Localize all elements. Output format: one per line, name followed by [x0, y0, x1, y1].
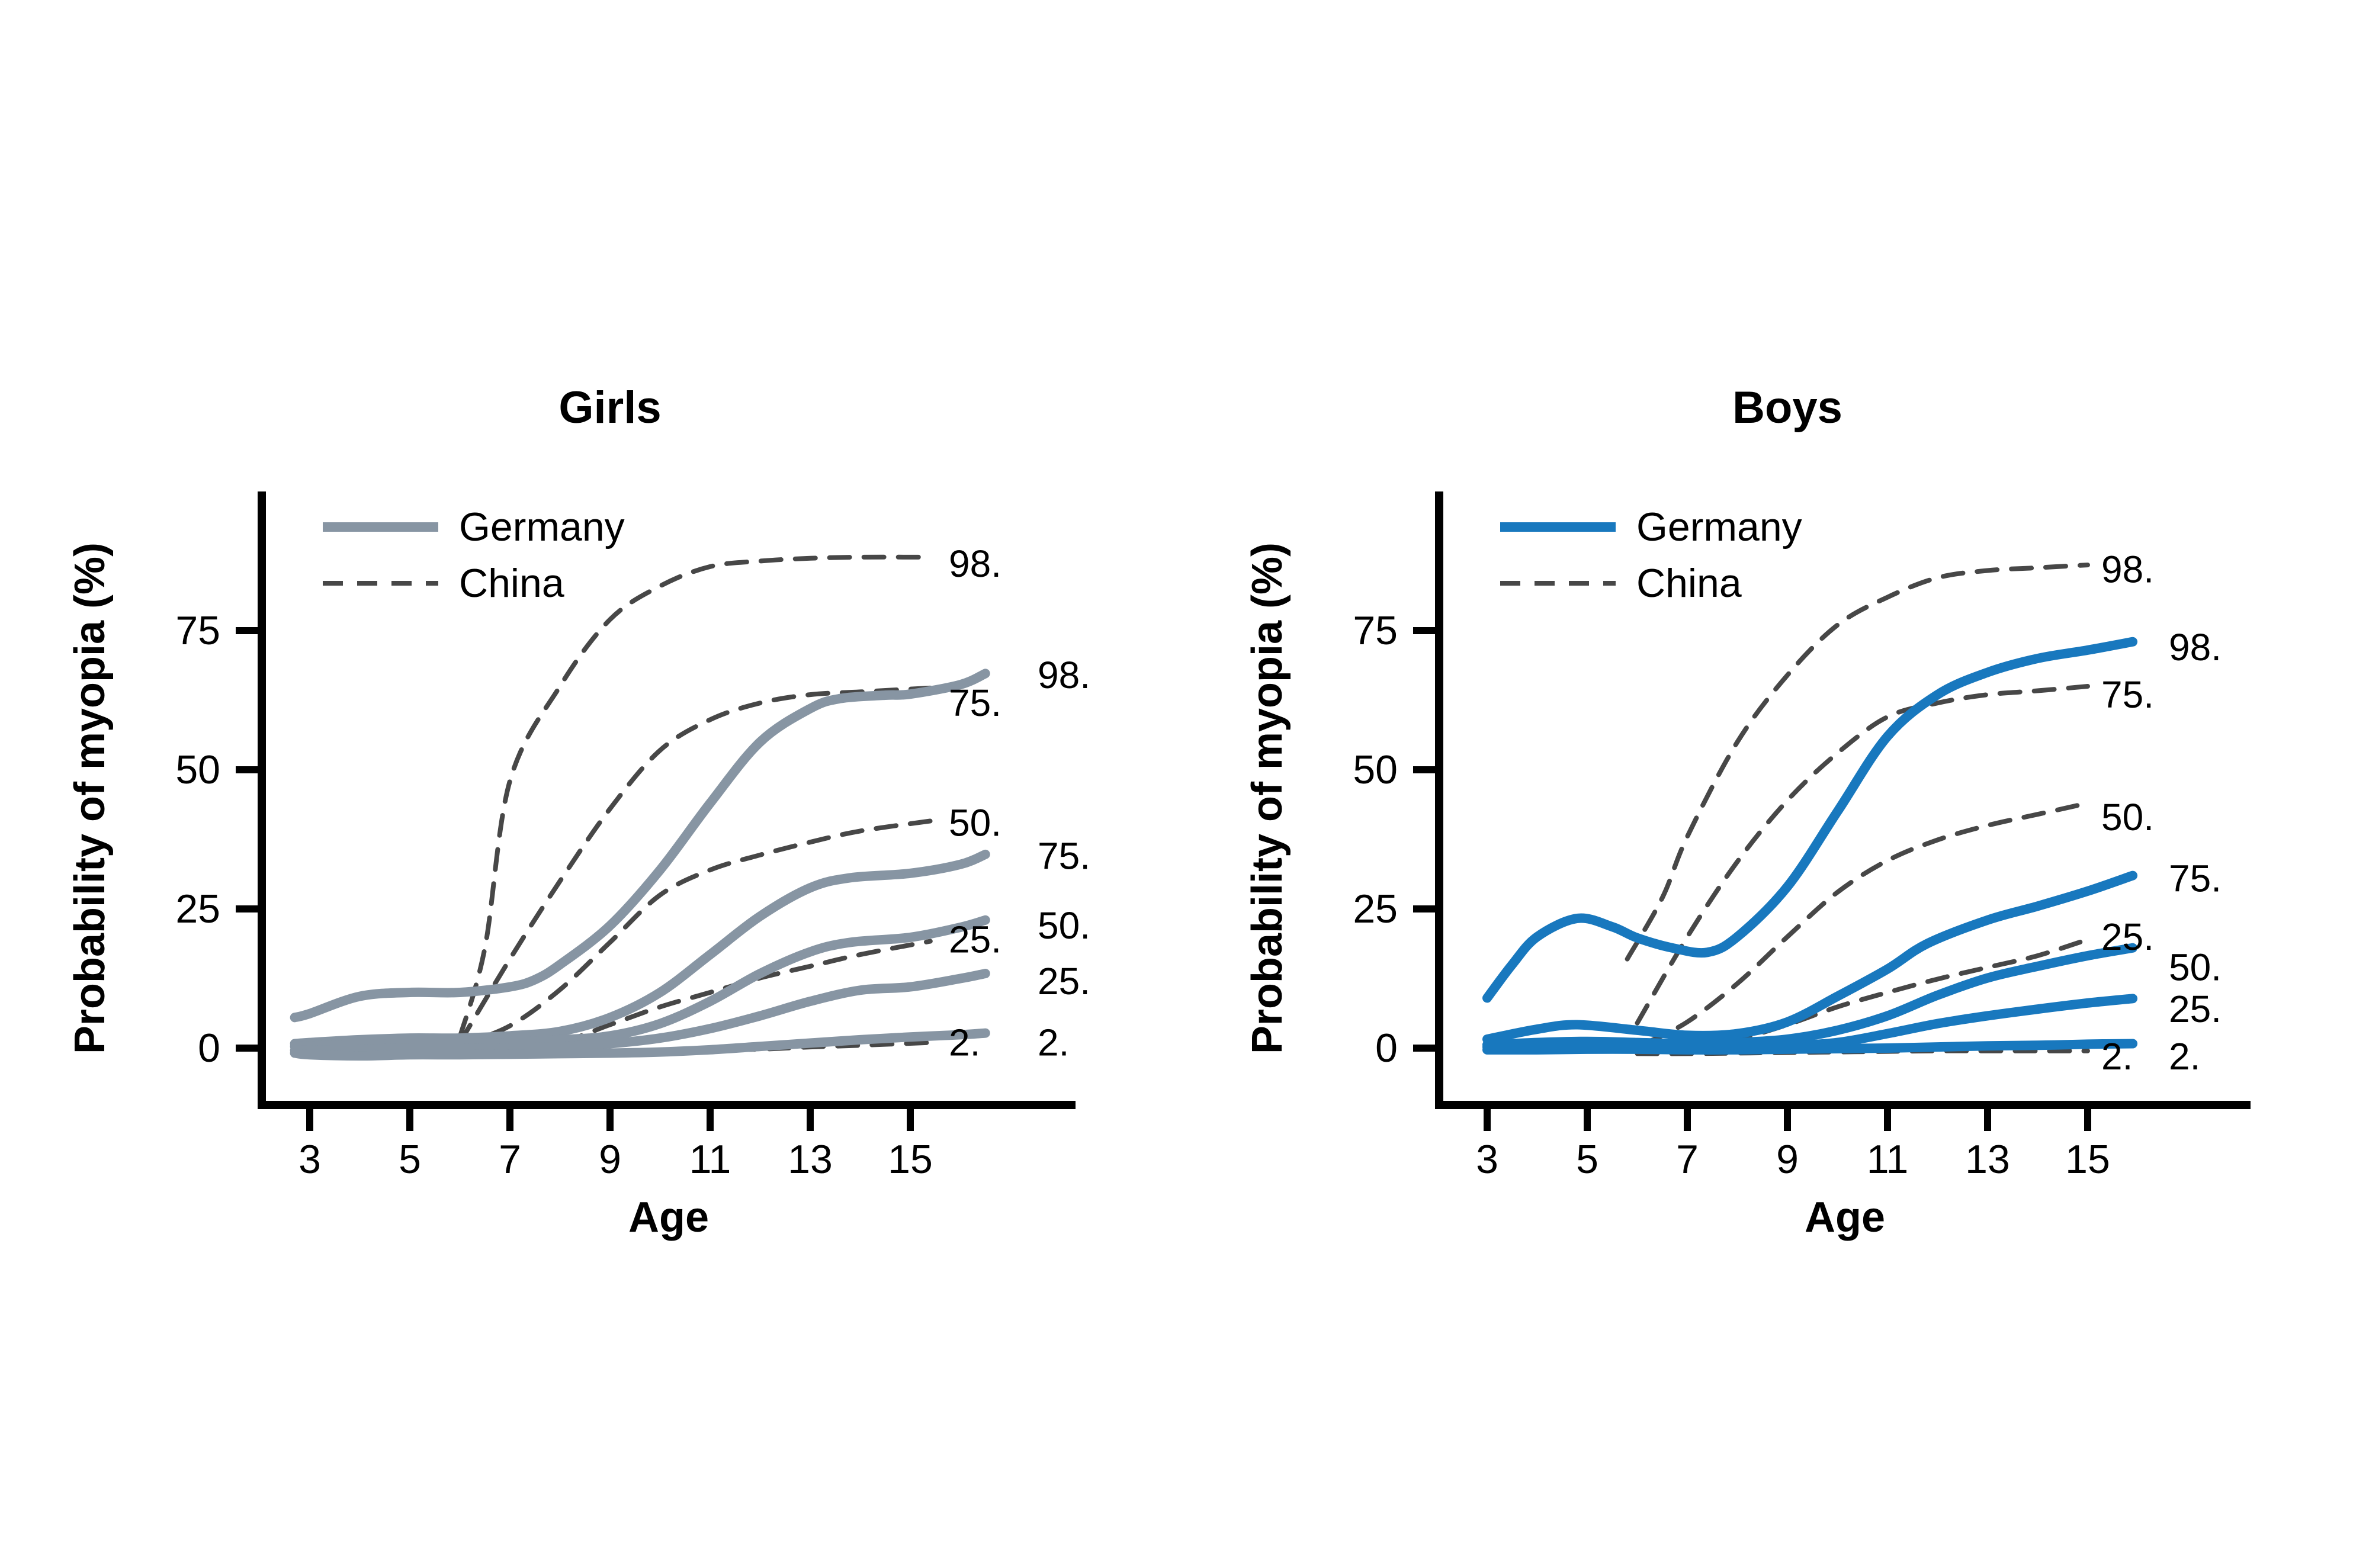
- x-tick-label: 3: [1476, 1137, 1498, 1182]
- percentile-label-boys-germany-2: 2.: [2169, 1035, 2200, 1078]
- x-tick-label: 3: [298, 1137, 321, 1182]
- percentile-label-boys-china-75: 75.: [2101, 673, 2154, 716]
- series-boys-china-98: [1625, 563, 2090, 962]
- percentile-label-boys-germany-75: 75.: [2169, 857, 2222, 899]
- percentile-label-girls-germany-50: 50.: [1038, 904, 1090, 947]
- series-boys-china-75: [1635, 684, 2090, 1026]
- y-tick-label: 25: [175, 886, 220, 931]
- percentile-label-girls-germany-25: 25.: [1038, 960, 1090, 1003]
- legend-china-label: China: [459, 561, 564, 606]
- axis-lines-girls: [258, 491, 1076, 1109]
- series-boys-china-50: [1645, 801, 2090, 1045]
- y-tick-label: 50: [175, 747, 220, 792]
- series-boys-germany-98: [1482, 637, 2138, 1003]
- percentile-label-boys-china-25: 25.: [2101, 915, 2154, 958]
- x-tick-label: 11: [689, 1137, 731, 1182]
- x-tick-label: 5: [1576, 1137, 1598, 1182]
- series-girls-germany-25: [290, 969, 990, 1055]
- series-boys-germany-75: [1482, 870, 2138, 1044]
- series-boys-china-25: [1659, 937, 2090, 1052]
- percentile-label-boys-china-2: 2.: [2101, 1035, 2133, 1078]
- percentile-label-girls-china-50: 50.: [949, 801, 1001, 844]
- y-tick-label: 0: [1375, 1026, 1398, 1071]
- y-tick-label: 25: [1353, 886, 1398, 931]
- percentile-label-girls-germany-2: 2.: [1038, 1021, 1069, 1064]
- x-tick-label: 13: [788, 1137, 833, 1182]
- percentile-label-boys-germany-50: 50.: [2169, 946, 2222, 989]
- y-tick-label: 0: [198, 1026, 220, 1071]
- x-tick-label: 7: [1676, 1137, 1699, 1182]
- x-axis-label-boys: Age: [1804, 1194, 1886, 1241]
- percentile-label-boys-china-50: 50.: [2101, 796, 2154, 838]
- x-tick-label: 15: [888, 1137, 933, 1182]
- series-boys-germany-2: [1482, 1039, 2138, 1055]
- series-girls-china-98: [457, 554, 933, 1040]
- x-tick-label: 7: [499, 1137, 521, 1182]
- x-tick-label: 11: [1867, 1137, 1909, 1182]
- percentile-label-boys-germany-25: 25.: [2169, 988, 2222, 1030]
- percentile-label-girls-china-2: 2.: [949, 1021, 980, 1064]
- percentile-label-boys-germany-98: 98.: [2169, 626, 2222, 669]
- series-boys-germany-50: [1482, 943, 2138, 1050]
- series-girls-germany-98: [290, 669, 990, 1023]
- x-tick-label: 15: [2065, 1137, 2110, 1182]
- series-girls-china-50: [457, 818, 933, 1048]
- x-tick-label: 9: [599, 1137, 621, 1182]
- y-tick-label: 75: [1353, 608, 1398, 653]
- percentile-label-girls-china-25: 25.: [949, 918, 1001, 961]
- legend-china-label: China: [1636, 561, 1742, 606]
- legend-germany-label: Germany: [1636, 505, 1802, 550]
- legend-germany-label: Germany: [459, 505, 625, 550]
- x-tick-label: 13: [1965, 1137, 2010, 1182]
- chart-title-girls: Girls: [558, 383, 662, 433]
- y-tick-label: 50: [1353, 747, 1398, 792]
- percentile-label-girls-china-75: 75.: [949, 682, 1001, 724]
- percentile-label-boys-china-98: 98.: [2101, 548, 2154, 591]
- y-tick-label: 75: [175, 608, 220, 653]
- x-axis-label-girls: Age: [628, 1194, 710, 1241]
- x-tick-label: 5: [399, 1137, 421, 1182]
- percentile-label-girls-china-98: 98.: [949, 542, 1001, 585]
- y-axis-label-girls: Probability of myopia (%): [66, 542, 114, 1055]
- percentile-label-girls-germany-75: 75.: [1038, 835, 1090, 878]
- chart-title-boys: Boys: [1732, 383, 1842, 433]
- series-girls-germany-75: [290, 849, 990, 1049]
- percentile-label-girls-germany-98: 98.: [1038, 654, 1090, 696]
- series-girls-germany-50: [290, 915, 990, 1052]
- x-tick-label: 9: [1776, 1137, 1799, 1182]
- axis-lines-boys: [1435, 491, 2251, 1109]
- series-girls-china-75: [457, 685, 933, 1045]
- series-girls-germany-2: [290, 1028, 990, 1061]
- y-axis-label-boys: Probability of myopia (%): [1244, 542, 1291, 1055]
